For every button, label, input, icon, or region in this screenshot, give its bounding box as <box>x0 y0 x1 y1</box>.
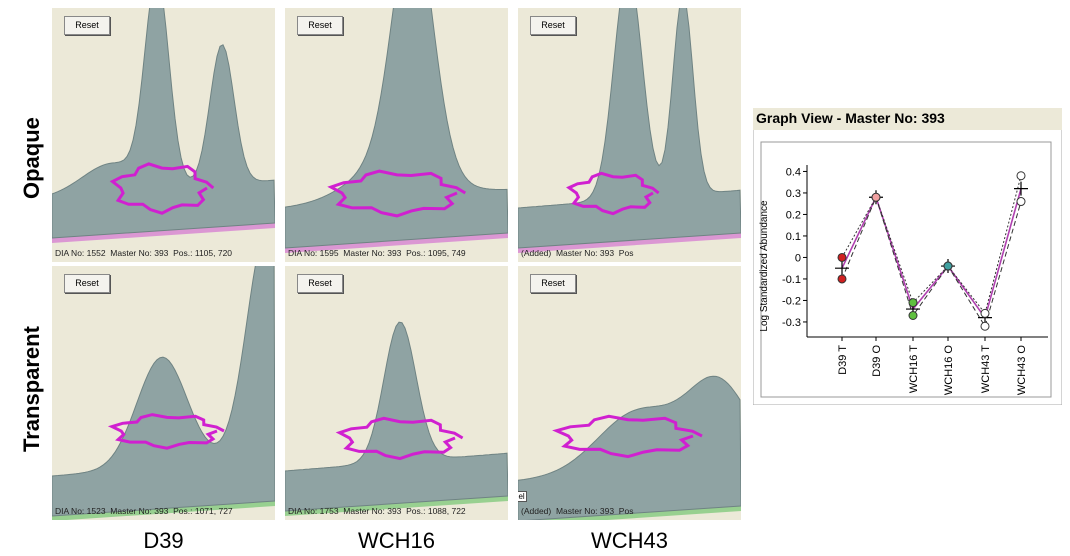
x-tick-label: WCH43 T <box>980 345 992 393</box>
graph-title: Graph View - Master No: 393 <box>756 110 945 126</box>
reset-button[interactable]: Reset <box>297 16 343 35</box>
series-line <box>841 175 1022 315</box>
replicate-point <box>908 298 918 308</box>
surface-panel: Reset DIA No: 1595 Master No: 393 Pos.: 1… <box>285 8 508 262</box>
replicate-point <box>980 308 990 318</box>
y-tick-label: 0.3 <box>786 188 801 200</box>
surface-svg <box>518 8 741 253</box>
graph-titlebar <box>753 108 1062 130</box>
mean-marker <box>1014 181 1028 196</box>
reset-button[interactable]: Reset <box>64 274 110 293</box>
surface-panel: Reset DIA No: 1552 Master No: 393 Pos.: 1… <box>52 8 275 262</box>
y-tick-label: 0.1 <box>786 231 801 243</box>
y-tick-label: 0.4 <box>786 166 801 178</box>
gel-tag: gel <box>518 491 527 502</box>
surface <box>285 8 508 249</box>
replicate-point <box>943 261 953 271</box>
x-tick-label: D39 O <box>871 345 883 377</box>
column-label: WCH16 <box>357 528 435 553</box>
x-tick-label: D39 T <box>837 345 849 375</box>
surface <box>518 375 741 520</box>
surface-svg <box>285 8 508 253</box>
surface-panel: Reset (Added) Master No: 393 Pos <box>518 8 741 262</box>
replicate-point <box>871 192 881 202</box>
surface-panel: Reset DIA No: 1523 Master No: 393 Pos.: 1… <box>52 266 275 520</box>
reset-button[interactable]: Reset <box>530 16 576 35</box>
panel-caption: DIA No: 1552 Master No: 393 Pos.: 1105, … <box>55 248 233 258</box>
spot-outline <box>327 169 467 218</box>
x-tick-label: WCH43 O <box>1016 345 1028 396</box>
replicate-point <box>1016 197 1026 207</box>
series-line <box>841 188 1022 320</box>
spot-outline <box>335 416 464 461</box>
replicate-point <box>908 311 918 320</box>
surface-panel: Reset DIA No: 1753 Master No: 393 Pos.: 1… <box>285 266 508 520</box>
y-tick-label: -0.1 <box>782 274 801 286</box>
surface <box>52 266 275 517</box>
surface-svg <box>285 321 508 516</box>
surface <box>518 8 741 249</box>
spot-outline <box>566 171 660 216</box>
surface <box>52 8 275 239</box>
surface-panel: Reset (Added) Master No: 393 Pos gel <box>518 266 741 520</box>
y-tick-label: -0.2 <box>782 295 801 307</box>
x-tick-label: WCH16 O <box>943 345 955 396</box>
reset-button[interactable]: Reset <box>530 274 576 293</box>
spot-outline <box>552 414 703 459</box>
panel-caption: (Added) Master No: 393 Pos <box>521 248 634 258</box>
surface <box>285 321 508 512</box>
replicate-point <box>837 274 847 284</box>
graph-inner <box>760 141 1052 398</box>
y-tick-label: -0.3 <box>782 317 801 329</box>
surface-svg <box>518 375 741 520</box>
surface-svg <box>52 266 275 520</box>
x-tick-label: WCH16 T <box>908 345 920 393</box>
graph-svg: Graph View - Master No: 393 0.4 0.3 0.2 0.1… <box>752 107 1063 406</box>
spot-outline <box>109 162 215 215</box>
graph-view: Graph View - Master No: 393 0.4 0.3 0.2 0.1… <box>752 107 1063 406</box>
panel-caption: DIA No: 1595 Master No: 393 Pos.: 1095, … <box>288 248 466 258</box>
y-tick-label: 0 <box>795 252 801 264</box>
column-label: WCH43 <box>590 528 668 553</box>
replicate-point <box>980 321 990 331</box>
panel-caption: DIA No: 1523 Master No: 393 Pos.: 1071, … <box>55 506 233 516</box>
mean-marker <box>835 261 849 276</box>
surface-svg <box>52 8 275 243</box>
spot-outline <box>107 413 225 450</box>
series-line <box>841 195 1022 328</box>
reset-button[interactable]: Reset <box>64 16 110 35</box>
row-label: Opaque <box>19 117 44 199</box>
y-tick-label: 0.2 <box>786 209 801 221</box>
y-axis-label: Log Standardized Abundance <box>759 200 770 332</box>
replicate-point <box>1016 171 1026 181</box>
reset-button[interactable]: Reset <box>297 274 343 293</box>
column-label: D39 <box>143 528 184 553</box>
panel-caption: (Added) Master No: 393 Pos <box>521 506 634 516</box>
row-label: Transparent <box>19 326 44 452</box>
panel-caption: DIA No: 1753 Master No: 393 Pos.: 1088, … <box>288 506 466 516</box>
replicate-point <box>837 252 847 262</box>
